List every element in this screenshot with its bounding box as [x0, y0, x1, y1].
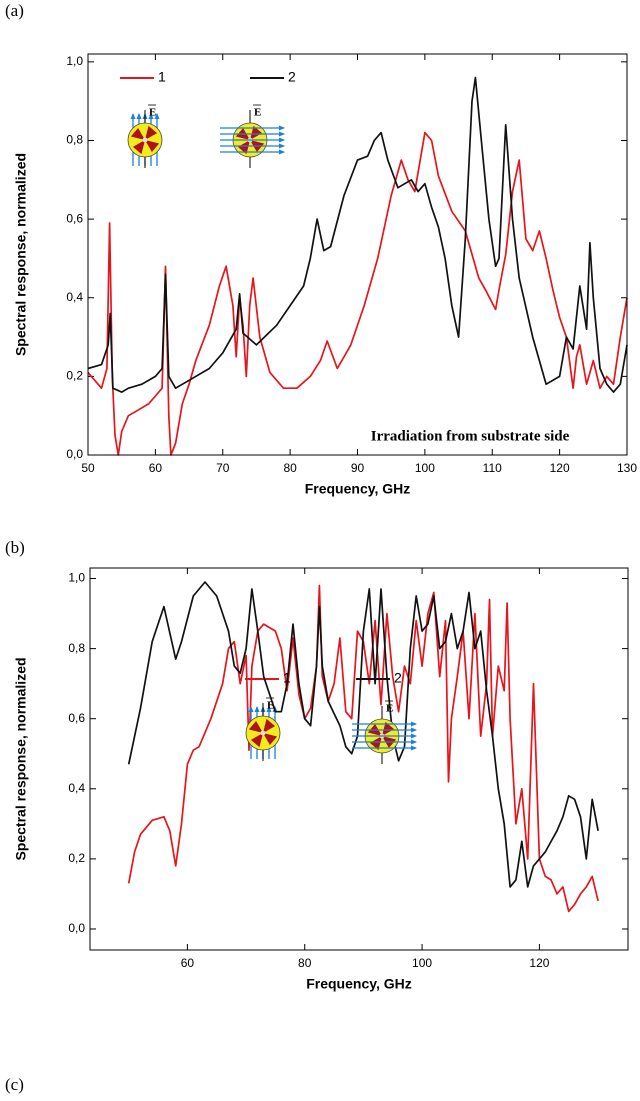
y-tick-label: 0,0	[66, 447, 83, 461]
y-tick-label: 0,8	[66, 133, 83, 147]
y-tick-label: 0,4	[66, 290, 83, 304]
arrow-head	[411, 745, 417, 751]
y-tick-label: 0,6	[66, 211, 83, 225]
polarization-icon	[352, 706, 417, 764]
antenna-blade	[263, 718, 276, 733]
legend-label: 1	[158, 69, 166, 85]
x-tick-label: 100	[415, 461, 435, 475]
x-tick-label: 50	[81, 461, 95, 475]
arrow-head	[136, 113, 142, 119]
x-axis-title: Frequency, GHz	[306, 976, 412, 992]
y-axis-title: Spectral response, normalized	[13, 153, 29, 356]
plot-frame	[87, 53, 628, 456]
antenna-blade	[132, 140, 145, 155]
antenna-blade	[248, 720, 263, 733]
field-label: E	[386, 703, 393, 715]
arrow-head	[411, 739, 417, 745]
antenna-blade	[250, 125, 263, 140]
antenna-blade	[382, 721, 395, 736]
series-line	[87, 76, 628, 393]
antenna-blade	[369, 736, 383, 751]
legend-label: 2	[288, 69, 296, 85]
arrow-head	[266, 706, 272, 712]
arrow-head	[279, 131, 285, 137]
panel-label: (b)	[5, 538, 25, 557]
x-tick-label: 70	[216, 461, 230, 475]
polarization-icon	[127, 110, 163, 168]
y-tick-label: 0,2	[66, 369, 83, 383]
x-tick-label: 60	[181, 956, 195, 970]
y-tick-label: 0,6	[68, 711, 85, 725]
y-tick-label: 0,8	[68, 641, 85, 655]
y-tick-label: 1,0	[66, 54, 83, 68]
arrow-head	[279, 125, 285, 131]
field-label: E	[149, 107, 156, 119]
x-tick-label: 120	[529, 956, 549, 970]
panel-label: (a)	[5, 1, 24, 20]
arrow-head	[411, 721, 417, 727]
antenna-blade	[237, 140, 250, 155]
series-line	[87, 131, 628, 456]
arrow-head	[279, 137, 285, 143]
arrow-head	[279, 149, 285, 155]
antenna-blade	[250, 733, 263, 748]
antenna-blade	[145, 125, 158, 140]
y-axis-title: Spectral response, normalized	[13, 657, 29, 860]
series-line	[127, 581, 599, 888]
field-label: E	[254, 107, 261, 119]
polarization-icon	[245, 703, 281, 761]
arrow-head	[248, 706, 254, 712]
x-tick-label: 80	[283, 461, 297, 475]
arrow-head	[411, 727, 417, 733]
x-tick-label: 110	[483, 461, 502, 475]
y-tick-label: 0,4	[68, 781, 85, 795]
antenna-center	[260, 730, 266, 736]
x-tick-label: 100	[412, 956, 432, 970]
arrow-head	[154, 113, 160, 119]
x-tick-label: 120	[550, 461, 570, 475]
antenna-center	[142, 137, 148, 143]
plot-frame	[89, 567, 629, 951]
y-tick-label: 1,0	[68, 571, 85, 585]
antenna-blade	[263, 733, 278, 746]
x-tick-label: 60	[149, 461, 163, 475]
x-tick-label: 90	[351, 461, 365, 475]
panel-label: (c)	[5, 1075, 24, 1094]
arrow-head	[254, 706, 260, 712]
x-tick-label: 80	[298, 956, 312, 970]
arrow-head	[130, 113, 136, 119]
field-label: E	[267, 700, 274, 712]
annotation: Irradiation from substrate side	[371, 428, 570, 444]
arrow-head	[279, 143, 285, 149]
arrow-head	[148, 113, 154, 119]
antenna-blade	[130, 127, 145, 140]
legend-label: 2	[394, 670, 402, 686]
x-tick-label: 130	[617, 461, 637, 475]
x-axis-title: Frequency, GHz	[305, 481, 411, 497]
arrow-head	[411, 733, 417, 739]
polarization-icon	[220, 110, 285, 168]
antenna-blade	[145, 140, 160, 153]
y-tick-label: 0,2	[68, 851, 85, 865]
y-tick-label: 0,0	[68, 921, 85, 935]
